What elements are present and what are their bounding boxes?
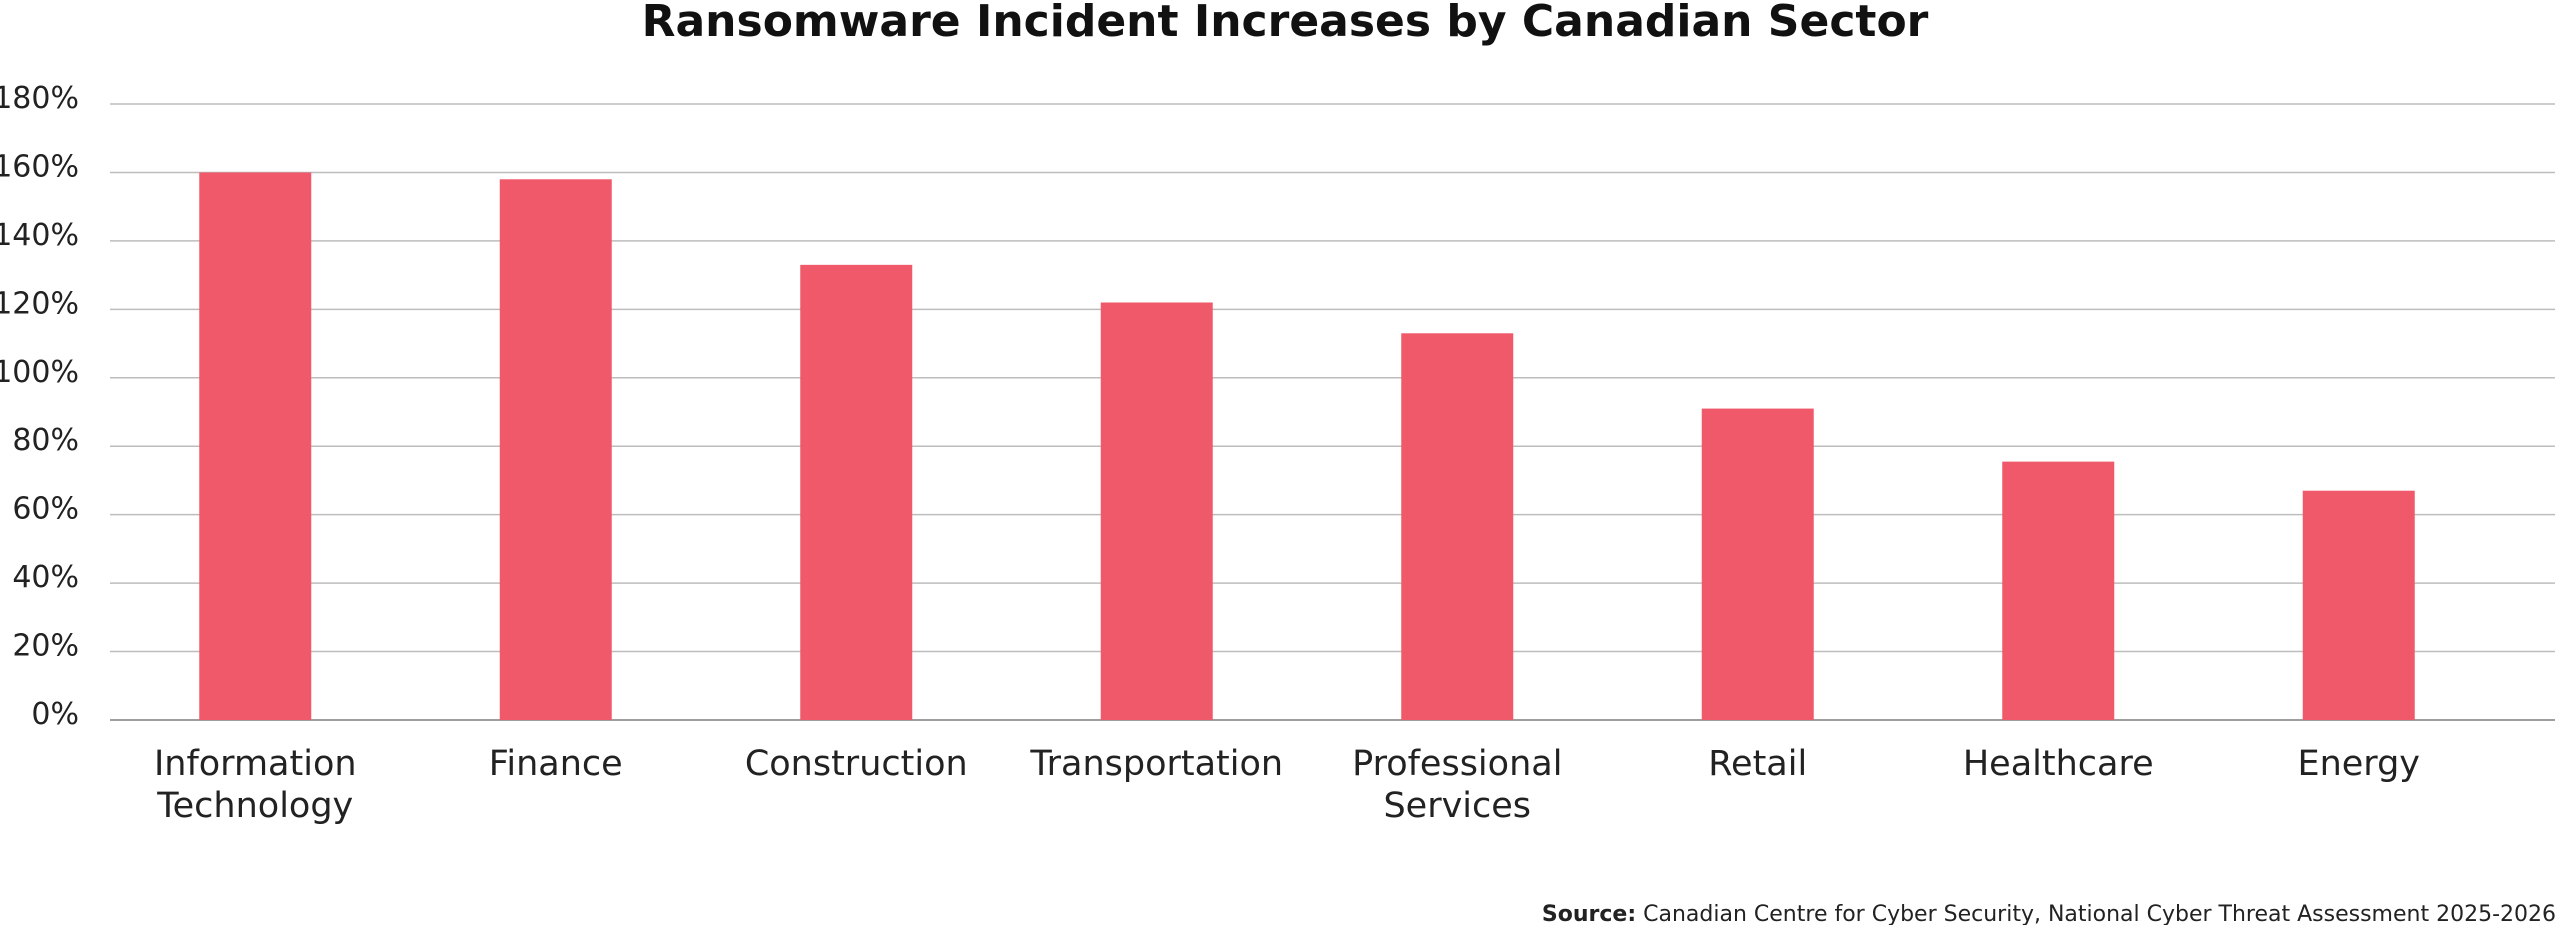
y-tick-label: 180% — [0, 81, 79, 116]
y-tick-label: 100% — [0, 355, 79, 390]
x-category-label: Construction — [745, 744, 968, 784]
source-citation: Canadian Centre for Cyber Security, Nati… — [1636, 902, 2556, 925]
x-category-label-line: Finance — [489, 744, 623, 784]
gridlines — [110, 103, 2555, 721]
bar — [199, 172, 312, 720]
y-tick-label: 140% — [0, 218, 79, 253]
bar — [499, 179, 612, 721]
x-category-label-line: Retail — [1708, 744, 1807, 784]
source-note: Source: Canadian Centre for Cyber Securi… — [1542, 902, 2556, 925]
x-category-label: Retail — [1708, 744, 1807, 784]
x-category-label: Information Technology — [154, 744, 357, 826]
bar — [800, 264, 913, 720]
bar — [1401, 333, 1514, 720]
x-category-label: Transportation — [1029, 744, 1283, 784]
y-tick-label: 40% — [12, 560, 79, 595]
y-tick-label: 120% — [0, 286, 79, 321]
x-category-label: Healthcare — [1963, 744, 2154, 784]
bar — [2002, 461, 2115, 720]
x-category-label-line: Technology — [156, 786, 353, 826]
x-category-label: Finance — [489, 744, 623, 784]
x-category-label: Energy — [2297, 744, 2420, 784]
x-category-label-line: Energy — [2297, 744, 2420, 784]
x-axis-category-labels: Information Technology Finance Construction… — [154, 744, 2420, 826]
bar — [1100, 302, 1213, 720]
x-category-label-line: Healthcare — [1963, 744, 2154, 784]
source-label: Source: — [1542, 902, 1636, 925]
x-category-label-line: Professional — [1352, 744, 1562, 784]
x-category-label: Professional Services — [1352, 744, 1562, 826]
x-category-label-line: Transportation — [1029, 744, 1283, 784]
bar — [2302, 490, 2415, 720]
y-tick-label: 20% — [12, 629, 79, 664]
x-category-label-line: Information — [154, 744, 357, 784]
y-tick-label: 160% — [0, 149, 79, 184]
bar — [1701, 408, 1814, 720]
bars — [199, 172, 2415, 721]
x-category-label-line: Services — [1383, 786, 1531, 826]
y-tick-label: 60% — [12, 492, 79, 527]
y-tick-label: 80% — [12, 423, 79, 458]
y-tick-label: 0% — [31, 697, 79, 732]
chart-title: Ransomware Incident Increases by Canadia… — [642, 0, 1929, 47]
y-axis-tick-labels: 0% 20% 40% 60% 80% 100% 120% 140% 160% 180% — [0, 81, 79, 732]
x-category-label-line: Construction — [745, 744, 968, 784]
